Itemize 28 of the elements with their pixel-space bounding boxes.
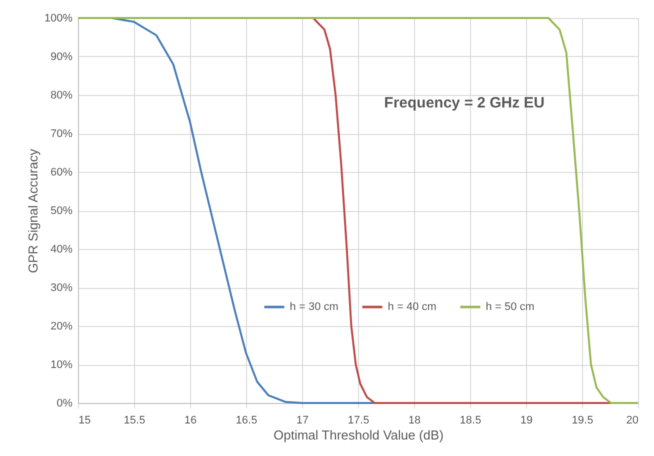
x-tick-label: 17.5 xyxy=(348,414,370,426)
x-tick-label: 17 xyxy=(296,414,309,426)
y-tick-label: 50% xyxy=(50,205,73,217)
y-tick-label: 100% xyxy=(44,12,73,24)
y-tick-label: 10% xyxy=(50,359,73,371)
x-tick-label: 18 xyxy=(408,414,421,426)
y-tick-label: 70% xyxy=(50,128,73,140)
y-tick-label: 20% xyxy=(50,320,73,332)
x-tick-label: 20 xyxy=(626,414,638,426)
legend-label: h = 40 cm xyxy=(388,300,436,313)
y-tick-label: 30% xyxy=(50,282,73,294)
x-tick-label: 18.5 xyxy=(460,414,482,426)
annotation: Frequency = 2 GHz EU xyxy=(384,94,545,112)
y-tick-label: 80% xyxy=(50,90,73,102)
x-tick-label: 15 xyxy=(78,414,91,426)
x-tick-label: 19 xyxy=(520,414,533,426)
y-tick-label: 90% xyxy=(50,51,73,63)
x-axis-title: Optimal Threshold Value (dB) xyxy=(273,428,444,442)
y-tick-label: 60% xyxy=(50,166,73,178)
x-tick-label: 16 xyxy=(184,414,197,426)
x-tick-label: 16.5 xyxy=(236,414,258,426)
x-tick-label: 15.5 xyxy=(124,414,146,426)
y-tick-label: 40% xyxy=(50,244,73,256)
y-tick-label: 0% xyxy=(56,398,73,410)
legend-label: h = 50 cm xyxy=(486,300,534,313)
legend-label: h = 30 cm xyxy=(290,300,338,313)
x-tick-label: 19.5 xyxy=(572,414,594,426)
y-axis-title: GPR Signal Accuracy xyxy=(25,148,40,274)
